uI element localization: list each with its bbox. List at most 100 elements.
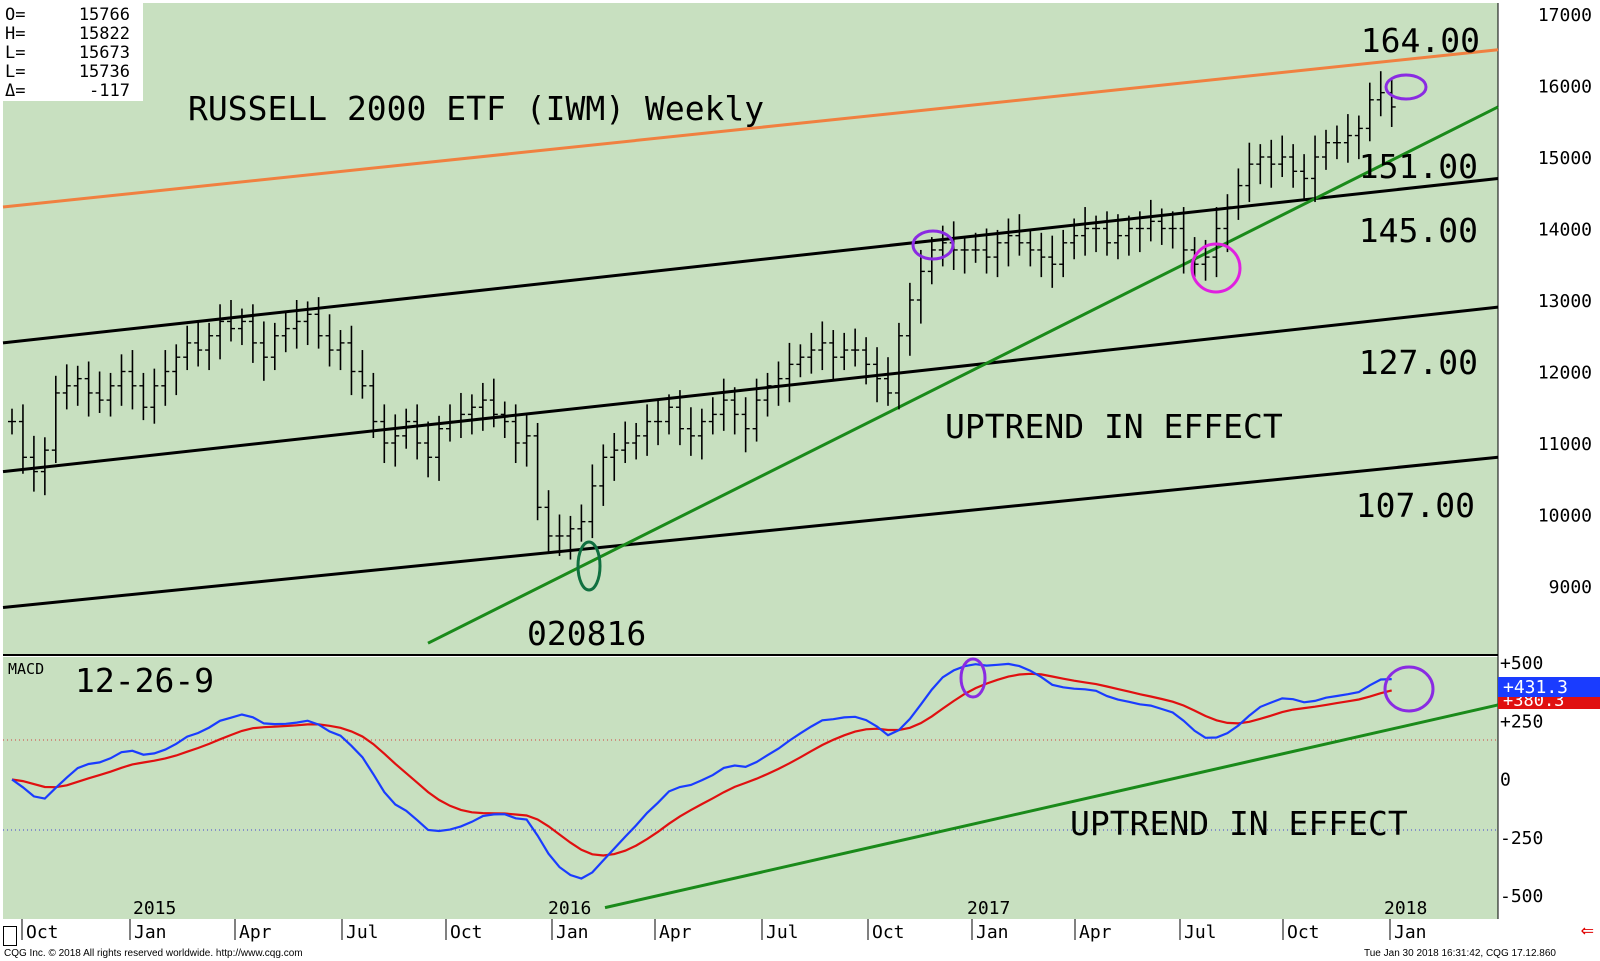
price-bar bbox=[686, 407, 695, 456]
price-tick-label: 10000 bbox=[1538, 506, 1592, 527]
channel-label-164: 164.00 bbox=[1361, 21, 1480, 60]
price-tick-label: 11000 bbox=[1538, 434, 1592, 455]
time-axis: Oct Jan Apr Jul Oct Jan Apr Jul Oct Jan Apr Jul Oct J… bbox=[21, 898, 1427, 943]
price-bar bbox=[161, 350, 170, 406]
price-bar bbox=[1037, 232, 1046, 278]
price-bar bbox=[927, 237, 936, 285]
price-bar bbox=[851, 328, 860, 367]
price-bar bbox=[544, 490, 553, 553]
price-bar bbox=[1059, 229, 1068, 278]
price-bar bbox=[84, 361, 93, 417]
price-bar bbox=[894, 322, 903, 410]
price-bar bbox=[1146, 199, 1155, 242]
price-bar bbox=[1311, 135, 1320, 203]
price-bar bbox=[369, 372, 378, 438]
ohlc-open-label: O= bbox=[5, 5, 25, 25]
price-bar bbox=[982, 228, 991, 274]
price-bar bbox=[150, 368, 159, 424]
price-bar bbox=[884, 357, 892, 406]
month-label: Jul bbox=[766, 922, 799, 943]
channel-label-127: 127.00 bbox=[1359, 343, 1478, 382]
price-bar bbox=[248, 304, 257, 363]
price-bar bbox=[259, 321, 268, 381]
price-bar bbox=[1234, 168, 1243, 220]
price-bar bbox=[106, 372, 115, 417]
price-bar bbox=[314, 297, 323, 349]
price-bar bbox=[1365, 82, 1374, 142]
channel-mid-low-line bbox=[2, 305, 1499, 474]
ohlc-last-label: L= bbox=[5, 62, 25, 82]
price-bar bbox=[708, 397, 717, 435]
price-bar bbox=[270, 322, 279, 371]
price-bar bbox=[281, 311, 290, 353]
macd-value-text: +431.3 bbox=[1503, 677, 1568, 698]
month-label: Jan bbox=[976, 922, 1009, 943]
scroll-left-box[interactable] bbox=[3, 926, 17, 946]
price-bar bbox=[1124, 215, 1133, 256]
price-bar bbox=[741, 397, 750, 453]
price-bar bbox=[18, 404, 27, 474]
price-bar bbox=[522, 414, 531, 467]
macd-tick-label: -500 bbox=[1500, 886, 1543, 907]
price-bar bbox=[599, 444, 608, 506]
price-tick-label: 13000 bbox=[1538, 291, 1592, 312]
price-bar bbox=[325, 314, 334, 367]
price-bar bbox=[51, 375, 60, 464]
price-bar bbox=[588, 464, 597, 539]
price-bar bbox=[610, 432, 619, 481]
price-bar bbox=[993, 229, 1002, 278]
scroll-right-arrow-icon[interactable]: ⇐ bbox=[1580, 921, 1594, 940]
ohlc-high-label: H= bbox=[5, 24, 25, 44]
price-bar bbox=[840, 332, 849, 371]
ohlc-rows: O= 15766 H= 15822 L= 15673 L= 15736 Δ= -… bbox=[5, 5, 130, 101]
price-bar bbox=[500, 401, 509, 438]
year-label: 2016 bbox=[548, 898, 591, 919]
price-bar bbox=[467, 394, 476, 435]
macd-tick-label: +500 bbox=[1500, 653, 1543, 674]
price-bar bbox=[1278, 135, 1287, 178]
price-tick-label: 15000 bbox=[1538, 148, 1592, 169]
month-label: Oct bbox=[872, 922, 905, 943]
year-label: 2015 bbox=[133, 898, 176, 919]
price-bar bbox=[194, 321, 203, 367]
price-tick-label: 17000 bbox=[1538, 5, 1592, 26]
price-bar bbox=[774, 361, 783, 406]
price-bar bbox=[73, 365, 82, 406]
price-bar bbox=[1354, 115, 1363, 160]
price-tick-label: 9000 bbox=[1549, 577, 1592, 598]
month-label: Jul bbox=[346, 922, 379, 943]
ohlc-change-value: -117 bbox=[89, 81, 130, 101]
price-bar bbox=[391, 414, 400, 467]
price-bar bbox=[829, 330, 838, 381]
price-bar bbox=[763, 372, 772, 417]
price-bar bbox=[796, 344, 805, 378]
price-bar bbox=[511, 404, 520, 464]
price-bar bbox=[1343, 114, 1352, 163]
month-label: Apr bbox=[1079, 922, 1112, 943]
circle-mark bbox=[911, 229, 955, 261]
price-bar bbox=[478, 382, 487, 431]
circle-mark bbox=[576, 540, 602, 592]
price-bar bbox=[139, 372, 148, 421]
price-bar bbox=[621, 421, 630, 464]
uptrend-macd-label: UPTREND IN EFFECT bbox=[1070, 804, 1408, 843]
trend-lines-layer bbox=[2, 48, 1499, 910]
year-label: 2017 bbox=[967, 898, 1010, 919]
channel-label-145: 145.00 bbox=[1359, 211, 1478, 250]
price-tick-label: 14000 bbox=[1538, 220, 1592, 241]
price-bar bbox=[292, 300, 301, 349]
price-bar bbox=[8, 408, 16, 435]
price-tick-label: 16000 bbox=[1538, 77, 1592, 98]
price-bar bbox=[752, 378, 761, 442]
circle-mark bbox=[1383, 665, 1435, 713]
price-bar bbox=[960, 237, 969, 274]
price-bar bbox=[29, 435, 38, 492]
price-bar bbox=[1267, 139, 1276, 188]
price-bar bbox=[1092, 215, 1101, 253]
price-bar bbox=[347, 325, 356, 396]
uptrend-price-label: UPTREND IN EFFECT bbox=[945, 407, 1283, 446]
price-bar bbox=[62, 364, 71, 410]
price-bar bbox=[1289, 144, 1298, 188]
price-bar bbox=[1113, 214, 1122, 260]
annotation-circles-layer bbox=[576, 73, 1435, 713]
